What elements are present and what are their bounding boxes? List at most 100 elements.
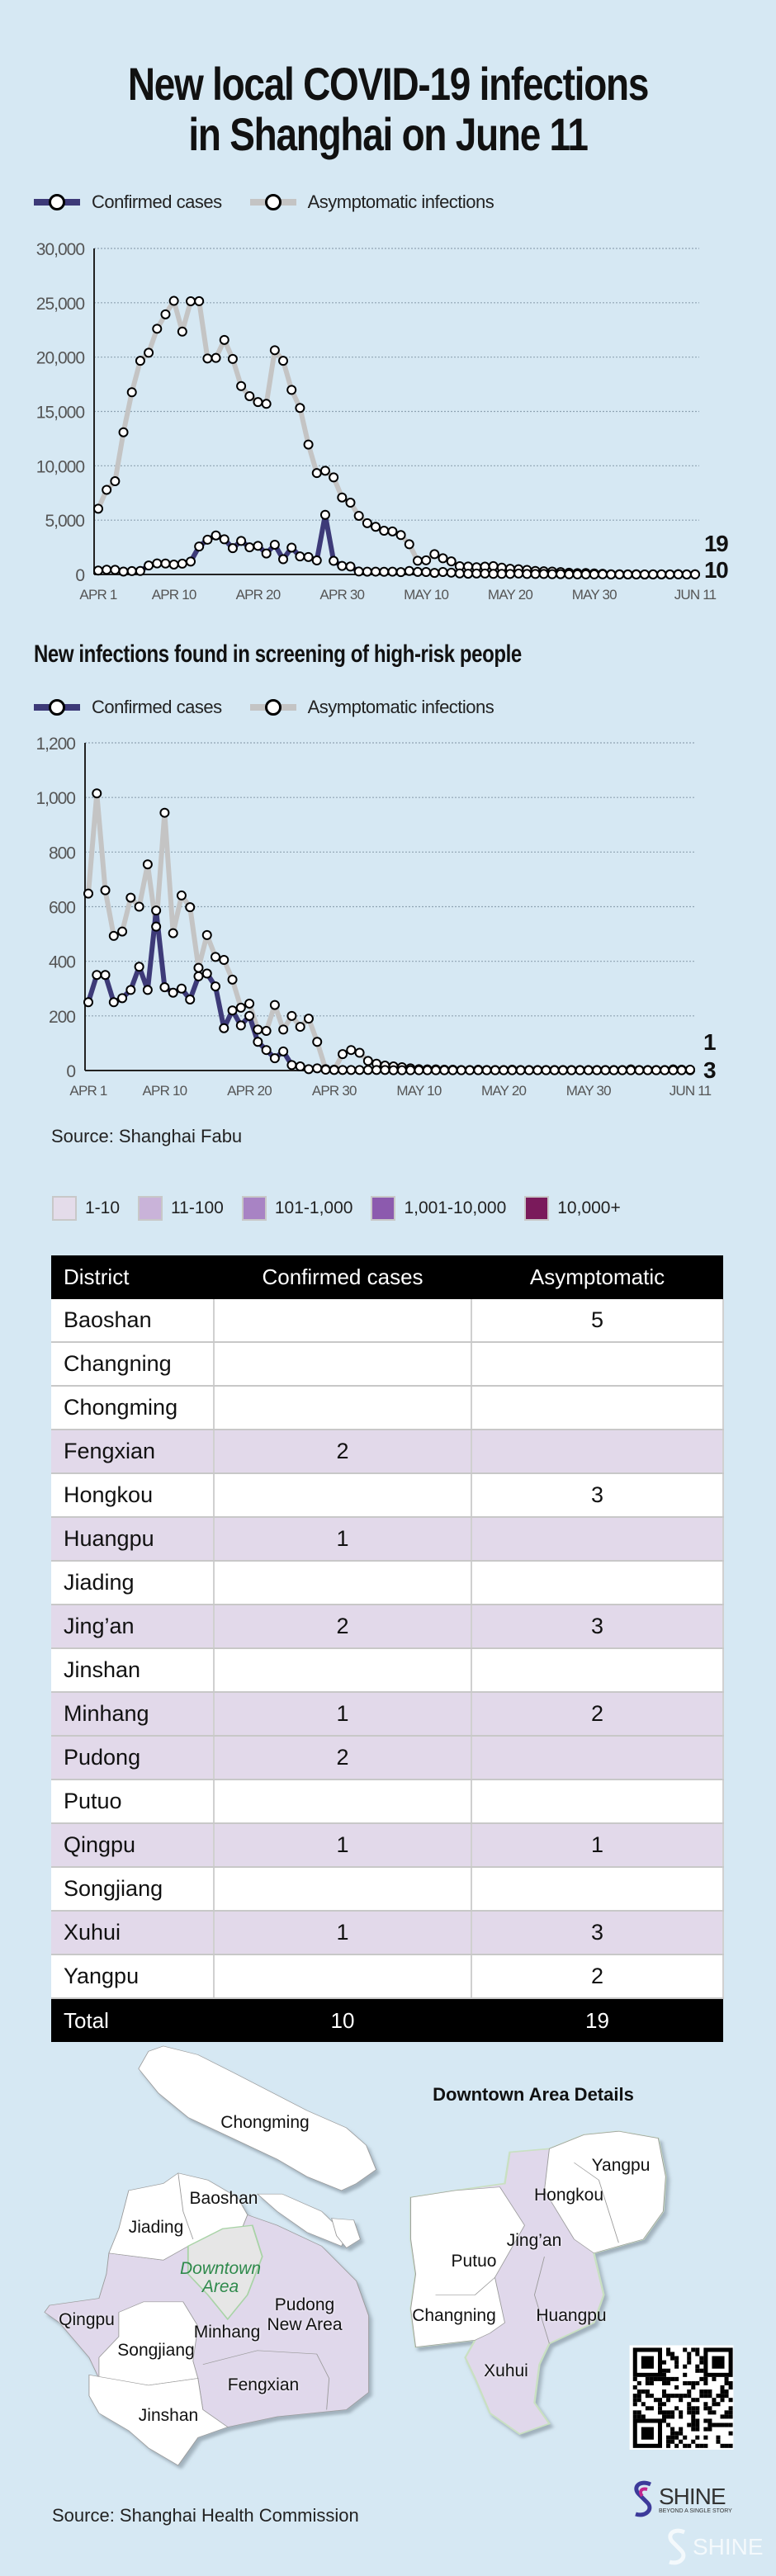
confirmed-point [371, 566, 381, 577]
confirmed-point [438, 567, 448, 578]
confirmed-point [329, 1065, 339, 1075]
cell-asymptomatic [471, 1430, 724, 1474]
confirmed-point [110, 565, 121, 575]
asymptomatic-point [236, 380, 247, 391]
confirmed-point [499, 1065, 509, 1075]
page-title-line1: New local COVID-19 infections [127, 58, 650, 110]
confirmed-point [676, 1065, 687, 1075]
confirmed-point [660, 1065, 670, 1075]
confirmed-point [261, 1045, 272, 1056]
confirmed-point [642, 1065, 653, 1075]
asymptomatic-point [438, 553, 448, 564]
color-scale-item: 10,000+ [524, 1196, 621, 1221]
asymptomatic-point [110, 476, 121, 487]
confirmed-point [634, 1065, 645, 1075]
confirmed-point [387, 566, 398, 577]
confirmed-point [303, 1064, 314, 1075]
confirmed-point [295, 551, 305, 562]
confirmed-point [320, 1065, 331, 1075]
color-scale-item: 1-10 [52, 1196, 120, 1221]
confirmed-point [471, 568, 482, 579]
cell-confirmed: 2 [214, 1430, 472, 1474]
header-district: District [51, 1255, 214, 1299]
asymptomatic-point [176, 890, 187, 900]
confirmed-point [421, 566, 432, 577]
confirmed-point [371, 1065, 382, 1075]
legend-confirmed-label: Confirmed cases [92, 697, 222, 717]
asymptomatic-point [404, 539, 414, 550]
cell-asymptomatic: 5 [471, 1299, 724, 1343]
cell-asymptomatic: 2 [471, 1692, 724, 1737]
asymptomatic-point [278, 1024, 289, 1035]
confirmed-point [201, 968, 212, 979]
confirmed-point [566, 1065, 577, 1075]
confirmed-point [219, 534, 229, 545]
confirmed-point [144, 560, 154, 571]
confirmed-point [564, 569, 575, 579]
table-header: District Confirmed cases Asymptomatic [51, 1255, 723, 1299]
source-fabu: Source: Shanghai Fabu [51, 1126, 243, 1146]
asymptomatic-point [219, 955, 229, 966]
confirmed-point [541, 1065, 551, 1075]
confirmed-point [396, 1065, 407, 1075]
asymptomatic-point [338, 1049, 348, 1060]
confirmed-point [488, 569, 499, 579]
legend-asymptomatic: Asymptomatic infections [249, 191, 494, 213]
x-tick-label: MAY 10 [404, 587, 448, 603]
island-hengsha [331, 2218, 361, 2248]
cell-district: Huangpu [51, 1517, 215, 1562]
color-swatch [138, 1196, 163, 1221]
confirmed-point [480, 568, 490, 579]
shine-s-icon [634, 2480, 652, 2517]
cell-confirmed: 2 [214, 1736, 472, 1780]
confirmed-point [429, 568, 440, 579]
confirmed-point [631, 569, 641, 579]
confirmed-point [532, 1065, 543, 1075]
y-tick-label: 20,000 [36, 349, 85, 368]
cell-district: Baoshan [51, 1299, 215, 1343]
y-tick-label: 400 [49, 953, 75, 972]
total-confirmed: 10 [214, 1998, 471, 2042]
logo-tagline: BEYOND A SINGLE STORY [659, 2507, 732, 2514]
asymptomatic-point [269, 1000, 280, 1010]
confirmed-point [481, 1065, 492, 1075]
confirmed-point [202, 534, 213, 545]
asymptomatic-point [219, 334, 229, 345]
chart2-legend: Confirmed cases Asymptomatic infections [34, 697, 522, 718]
confirmed-point [639, 569, 650, 579]
asymptomatic-point [253, 397, 263, 408]
y-tick-label: 30,000 [36, 240, 85, 259]
confirmed-point [668, 1065, 679, 1075]
confirmed-point [575, 1065, 585, 1075]
chart-high-risk-screening: 0 200 400 600 800 1,000 1,200 APR 1 APR 10 APR 20… [35, 735, 717, 1099]
confirmed-point [626, 1065, 636, 1075]
asymptomatic-point [429, 549, 440, 560]
confirmed-point [92, 970, 102, 981]
confirmed-point [159, 982, 170, 993]
y-tick-label: 600 [49, 899, 75, 918]
asymptomatic-point [235, 1002, 246, 1013]
y-tick-label: 15,000 [36, 404, 85, 423]
confirmed-point [194, 541, 205, 552]
table-row: Xuhui 1 3 [51, 1911, 724, 1955]
cell-asymptomatic [471, 1648, 724, 1693]
confirmed-point [269, 1053, 280, 1064]
confirmed-point [152, 558, 163, 569]
confirmed-point [269, 539, 280, 550]
x-tick-label: MAY 30 [572, 587, 617, 603]
confirmed-point [142, 985, 153, 995]
confirmed-point [583, 1065, 594, 1075]
table-row: Jing’an 2 3 [51, 1605, 724, 1649]
map-label-jiading: Jiading [128, 2218, 184, 2237]
district-hongkou-yangpu [543, 2130, 666, 2254]
confirmed-point [388, 1065, 399, 1075]
asymptomatic-line-icon [249, 699, 296, 716]
asymptomatic-point [371, 522, 381, 532]
asymptomatic-point [329, 472, 339, 483]
cell-district: Putuo [51, 1780, 215, 1824]
map-label-chongming: Chongming [220, 2113, 310, 2132]
confirmed-point [496, 569, 507, 579]
color-scale-item: 11-100 [138, 1196, 224, 1221]
chart1-legend: Confirmed cases Asymptomatic infections [34, 191, 522, 213]
x-tick-label: MAY 30 [566, 1083, 611, 1099]
